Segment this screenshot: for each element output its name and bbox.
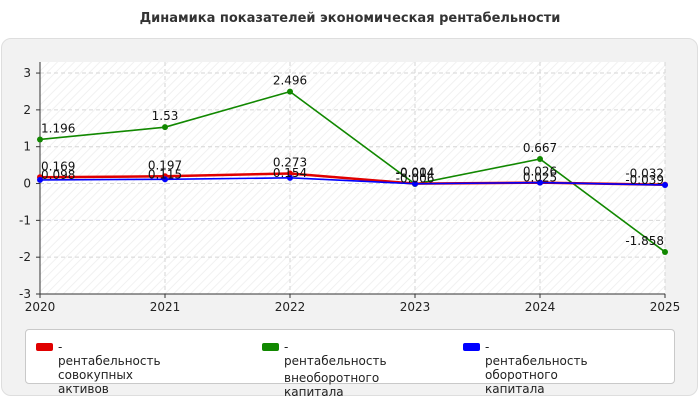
data-point <box>162 176 168 183</box>
legend-label: - рентабельность оборотного капитала <box>485 340 588 396</box>
legend-label-line: - рентабельность оборотного <box>485 340 588 382</box>
legend: - рентабельность совокупных активов - ре… <box>25 329 675 399</box>
legend-swatch-green <box>262 343 279 351</box>
data-point <box>287 174 293 181</box>
x-tick-label: 2023 <box>400 300 431 314</box>
data-point <box>162 124 168 131</box>
data-label: 1.53 <box>152 109 179 123</box>
data-label: 1.196 <box>41 121 75 135</box>
data-point <box>412 180 418 187</box>
data-point <box>537 179 543 186</box>
data-label: 0.154 <box>273 166 307 180</box>
legend-label: - рентабельность совокупных активов <box>58 340 161 396</box>
legend-label-line: активов <box>58 382 109 396</box>
y-tick-label: -3 <box>19 287 31 301</box>
data-label: -0.032 <box>625 167 664 181</box>
series-line-2 <box>39 90 666 253</box>
legend-label-line: - рентабельность <box>284 340 387 368</box>
data-label: 0.026 <box>523 165 557 179</box>
legend-swatch-red <box>36 343 53 351</box>
x-tick-label: 2024 <box>525 300 556 314</box>
series-line-3 <box>39 177 666 186</box>
y-tick-label: -2 <box>19 250 31 264</box>
data-point <box>287 170 293 177</box>
x-tick-label: 2022 <box>275 300 306 314</box>
data-label: 0.115 <box>148 167 182 181</box>
data-label: 0.098 <box>41 168 75 182</box>
legend-label: - рентабельность внеоборотного капитала <box>284 340 387 399</box>
data-point <box>37 176 43 183</box>
data-label: -0.006 <box>396 172 435 186</box>
y-tick-label: 0 <box>23 177 31 191</box>
data-point <box>37 136 43 143</box>
y-tick-label: -1 <box>19 213 31 227</box>
data-label: -0.004 <box>396 166 435 180</box>
chart-title: Динамика показателей экономическая рента… <box>139 11 561 26</box>
data-label: 0.667 <box>523 141 557 155</box>
data-point <box>662 181 668 188</box>
y-tick-label: 2 <box>23 103 31 117</box>
y-tick-label: 3 <box>23 66 31 80</box>
legend-swatch-blue <box>463 343 480 351</box>
data-label: -0.039 <box>625 173 664 187</box>
data-label: -1.858 <box>625 234 664 248</box>
y-tick-label: 1 <box>23 140 31 154</box>
data-label: 0.197 <box>148 158 182 172</box>
x-tick-label: 2025 <box>650 300 681 314</box>
legend-label-line: - рентабельность совокупных <box>58 340 161 382</box>
data-point <box>662 248 668 255</box>
legend-label-line: внеоборотного капитала <box>284 371 380 399</box>
legend-label-line: капитала <box>485 382 545 396</box>
data-point <box>537 155 543 162</box>
data-label: 2.496 <box>273 74 307 88</box>
data-label: 0.273 <box>273 155 307 169</box>
x-tick-label: 2021 <box>150 300 181 314</box>
data-label: -0.014 <box>396 166 435 180</box>
x-tick-label: 2020 <box>25 300 56 314</box>
data-label: 0.025 <box>523 171 557 185</box>
data-label: 0.169 <box>41 159 75 173</box>
data-point <box>287 88 293 95</box>
